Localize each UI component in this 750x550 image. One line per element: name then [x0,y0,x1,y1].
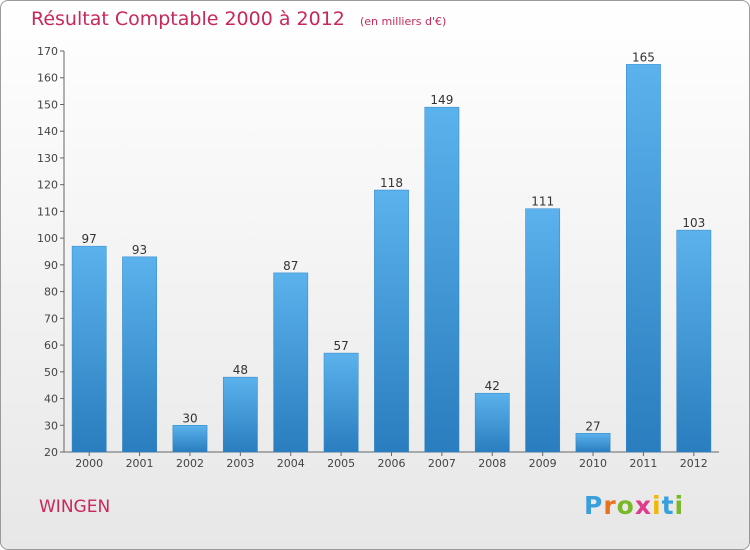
chart-title: Résultat Comptable 2000 à 2012 [31,8,345,30]
y-tick-label: 90 [44,259,58,272]
y-tick-label: 170 [37,45,58,58]
y-tick-label: 160 [37,72,58,85]
y-tick-label: 70 [44,312,58,325]
x-tick-label: 2006 [378,457,406,470]
bars [71,64,712,453]
y-axis: 20 30 40 50 60 70 80 90 100 110 120 130 140 150 160 170 [37,45,65,459]
x-tick-label: 2002 [176,457,204,470]
y-tick-label: 100 [37,232,58,245]
y-tick-label: 120 [37,179,58,192]
x-tick-label: 2010 [579,457,607,470]
chart-subtitle: (en milliers d'€) [359,15,447,28]
logo-letter: o [616,491,635,520]
x-tick-label: 2012 [680,457,708,470]
y-tick-label: 30 [44,419,58,432]
x-axis: 2000 2001 2002 2003 2004 2005 2006 2007 2008 2009… [64,451,719,470]
x-tick-label: 2003 [226,457,254,470]
logo-letter: i [652,491,662,520]
x-tick-label: 2009 [529,457,557,470]
y-tick-label: 60 [44,339,58,352]
bar-2003 [222,376,258,453]
bar-2000 [71,245,107,453]
y-tick-label: 50 [44,366,58,379]
bar-2012 [676,229,712,453]
proxiti-logo: Proxiti [584,491,684,520]
data-label-2009: 111 [531,195,554,209]
logo-letter: t [661,491,675,520]
y-tick-label: 130 [37,152,58,165]
data-label-2011: 165 [632,50,655,64]
y-tick-label: 110 [37,205,58,218]
x-tick-label: 2008 [478,457,506,470]
bar-2006 [374,189,409,453]
y-tick-label: 40 [44,393,58,406]
data-label-2005: 57 [333,339,348,353]
data-label-2006: 118 [380,176,403,190]
x-tick-label: 2007 [428,457,456,470]
bar-2011 [626,64,661,453]
data-label-2010: 27 [585,419,600,433]
logo-letter: x [634,491,652,520]
data-label-2000: 97 [82,232,97,246]
logo-letter: P [584,491,604,520]
bar-2008 [474,392,510,453]
y-tick-label: 20 [44,446,58,459]
chart-title-block: Résultat Comptable 2000 à 2012 (en milli… [31,8,446,30]
data-label-2002: 30 [182,411,197,425]
data-label-2012: 103 [682,216,705,230]
bar-2002 [172,425,208,453]
bar-2004 [273,272,309,453]
x-tick-label: 2011 [629,457,657,470]
commune-name: WINGEN [39,497,111,517]
y-tick-label: 150 [37,98,58,111]
data-labels: 97 93 30 48 87 57 118 149 42 111 27 165 103 [82,50,706,433]
x-tick-label: 2001 [126,457,154,470]
y-tick-label: 80 [44,286,58,299]
bar-2001 [122,256,157,453]
data-label-2001: 93 [132,243,147,257]
data-label-2008: 42 [485,379,500,393]
bar-2009 [525,208,561,453]
data-label-2003: 48 [233,363,248,377]
bar-2010 [575,433,611,453]
x-tick-label: 2000 [75,457,103,470]
bar-2005 [323,352,359,453]
logo-letter: i [674,491,685,520]
y-tick-label: 140 [37,125,58,138]
data-label-2007: 149 [430,93,453,107]
bar-2007 [424,106,460,453]
x-tick-label: 2005 [327,457,355,470]
data-label-2004: 87 [283,259,298,273]
logo-letter: r [603,491,617,520]
x-tick-label: 2004 [277,457,305,470]
